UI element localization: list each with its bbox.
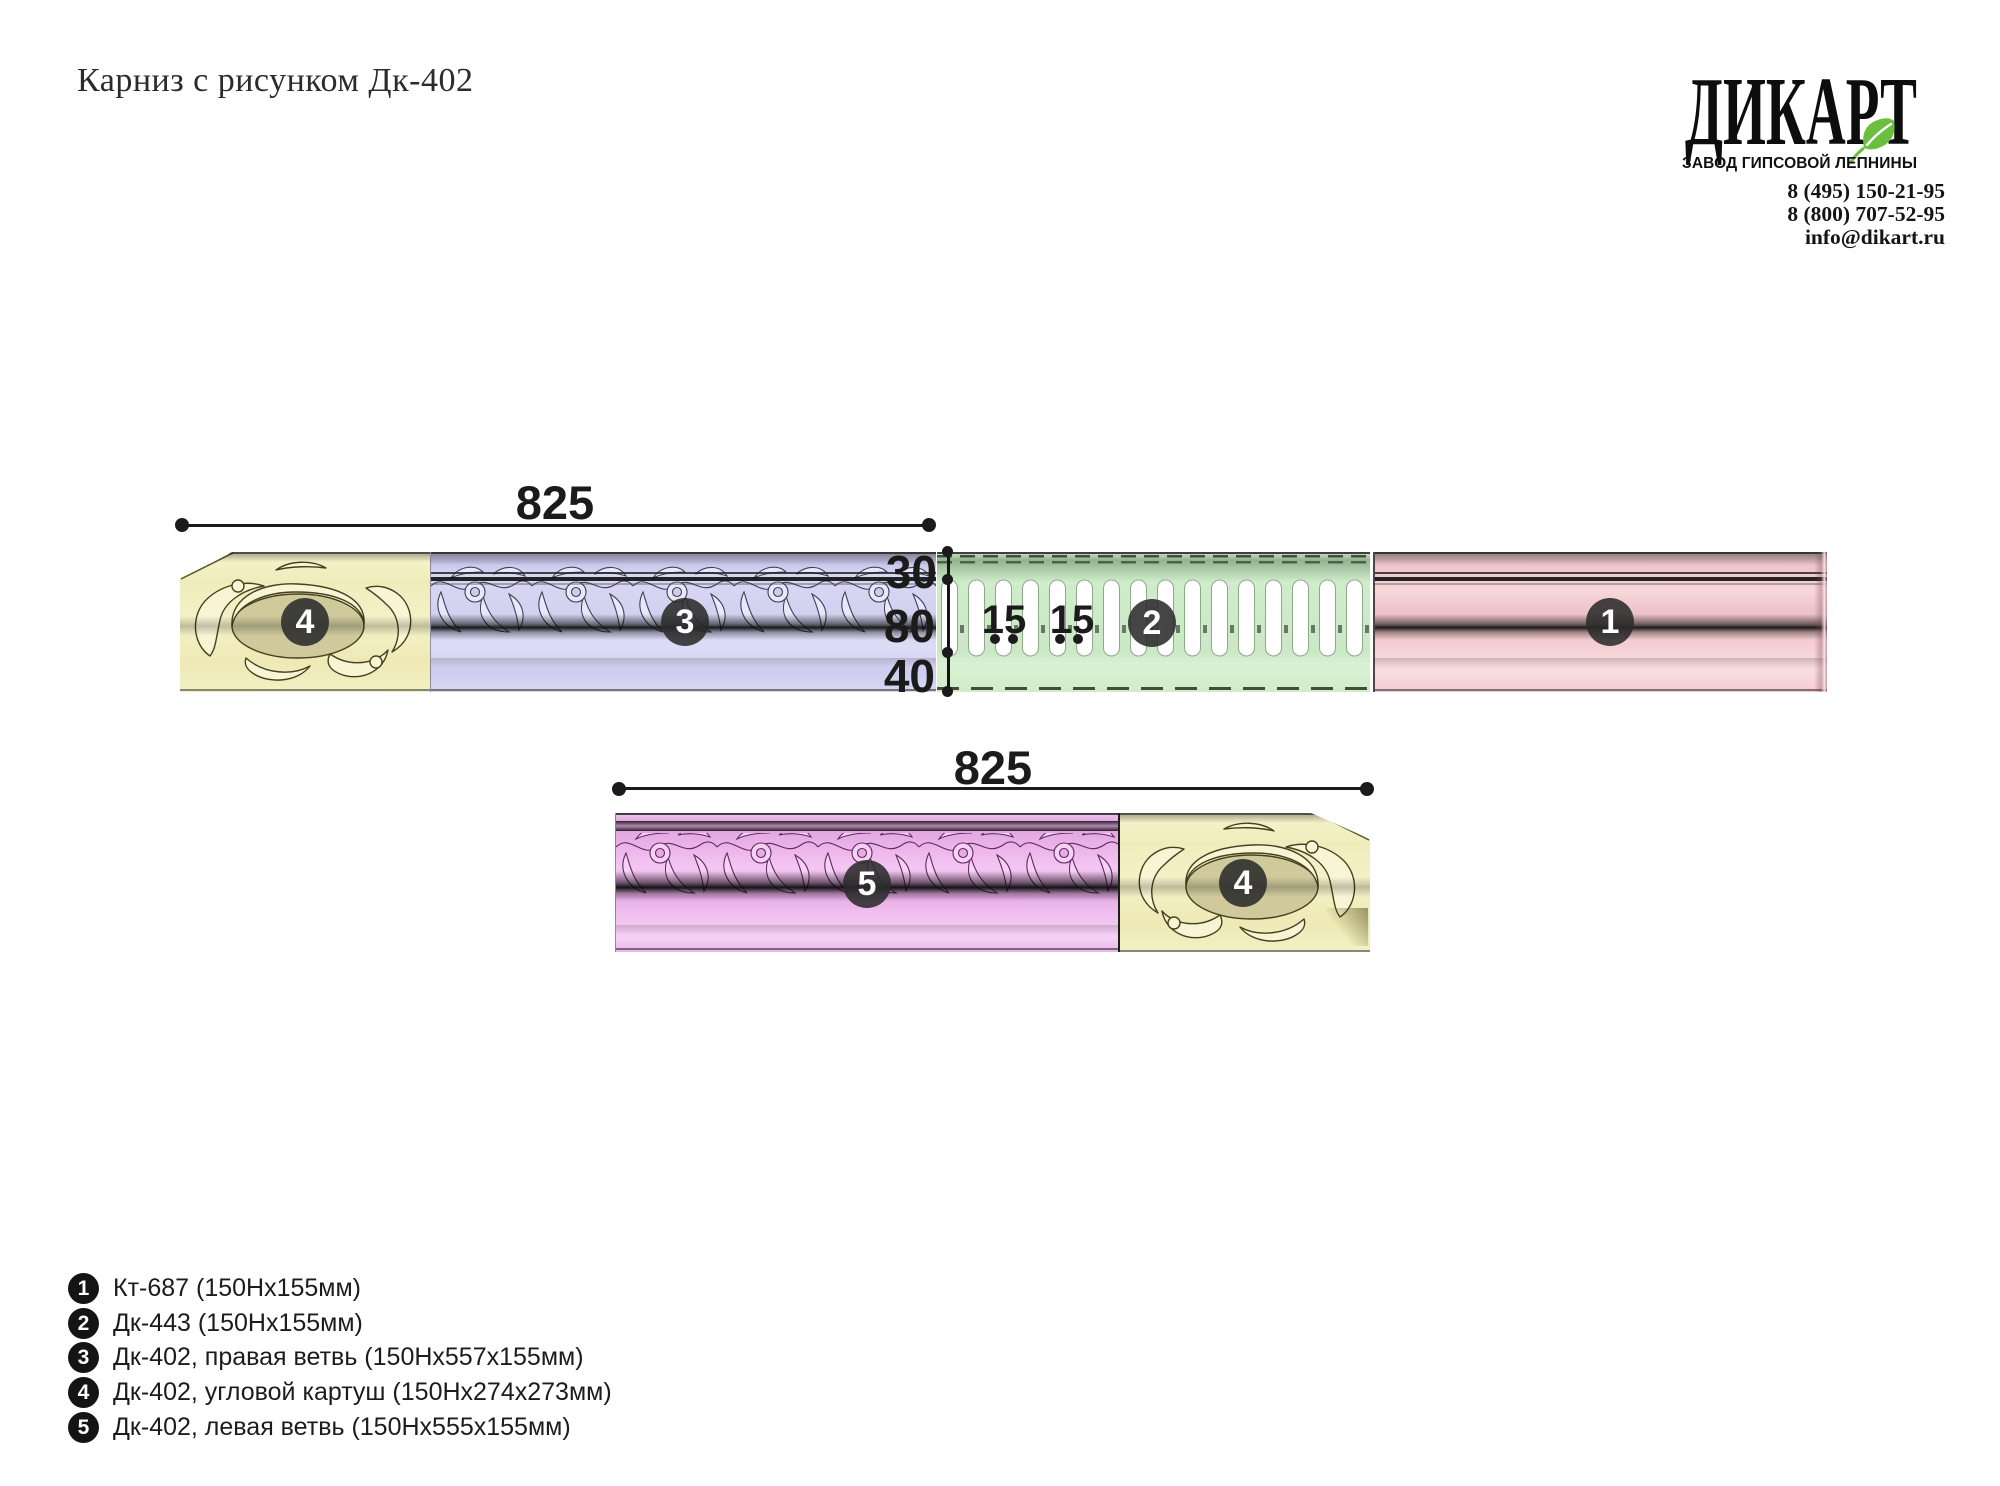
- leaf-icon: [1849, 118, 1895, 163]
- dim-30-label: 30: [885, 546, 937, 598]
- brand-contacts: 8 (495) 150-21-95 8 (800) 707-52-95 info…: [1787, 180, 1945, 249]
- dim-15-label-b: 15: [1049, 598, 1095, 642]
- legend-item: 5 Дк-402, левая ветвь (150Нх555х155мм): [68, 1412, 571, 1443]
- dim-40-label: 40: [883, 650, 935, 702]
- corner-shadow: [1326, 908, 1368, 946]
- pitch-dim-dot: [990, 634, 1000, 644]
- brand-phone-1: 8 (495) 150-21-95: [1787, 179, 1945, 203]
- top-length-dim-line: [182, 524, 929, 527]
- badge-1-top: 1: [1586, 598, 1634, 646]
- bottom-length-dim-line: [619, 787, 1367, 790]
- height-dim-line: [947, 552, 950, 692]
- legend-item: 1 Кт-687 (150Нх155мм): [68, 1273, 361, 1304]
- dim-endpoint-dot: [175, 518, 189, 532]
- badge-5-bottom: 5: [843, 860, 891, 908]
- height-dim-dot: [942, 647, 953, 658]
- legend-item: 3 Дк-402, правая ветвь (150Нх557х155мм): [68, 1342, 584, 1373]
- legend-badge-3: 3: [68, 1342, 99, 1373]
- legend-label: Дк-402, угловой картуш (150Нх274х273мм): [113, 1378, 612, 1406]
- badge-2-top: 2: [1128, 599, 1176, 647]
- legend-badge-2: 2: [68, 1308, 99, 1339]
- legend-badge-5: 5: [68, 1412, 99, 1443]
- height-dim-dot: [942, 546, 953, 557]
- legend-label: Кт-687 (150Нх155мм): [113, 1274, 361, 1302]
- bottom-length-dim-label: 825: [953, 741, 1033, 794]
- pitch-dim-dot: [1073, 634, 1083, 644]
- badge-3-top: 3: [661, 598, 709, 646]
- badge-4-top: 4: [281, 598, 329, 646]
- brand-phone-2: 8 (800) 707-52-95: [1787, 202, 1945, 226]
- badge-4-bottom: 4: [1219, 859, 1267, 907]
- page-title: Карниз с рисунком Дк-402: [77, 62, 474, 99]
- dim-endpoint-dot: [922, 518, 936, 532]
- legend-badge-1: 1: [68, 1273, 99, 1304]
- pitch-dim-dot: [1008, 634, 1018, 644]
- top-length-dim-label: 825: [515, 476, 595, 529]
- pitch-dim-dot: [1055, 634, 1065, 644]
- dim-endpoint-dot: [1360, 782, 1374, 796]
- legend-item: 2 Дк-443 (150Нх155мм): [68, 1308, 363, 1339]
- brand-email: info@dikart.ru: [1804, 225, 1945, 249]
- dim-15-label-a: 15: [981, 598, 1027, 642]
- brand-logo: ДИКАРТ ЗАВОД ГИПСОВОЙ ЛЕПНИНЫ: [1682, 58, 1917, 172]
- legend-label: Дк-402, правая ветвь (150Нх557х155мм): [113, 1343, 584, 1371]
- brand-tagline: ЗАВОД ГИПСОВОЙ ЛЕПНИНЫ: [1682, 154, 1917, 172]
- legend-badge-4: 4: [68, 1377, 99, 1408]
- legend-item: 4 Дк-402, угловой картуш (150Нх274х273мм…: [68, 1377, 612, 1408]
- height-dim-dot: [942, 574, 953, 585]
- height-dim-dot: [942, 686, 953, 697]
- dim-80-label: 80: [883, 600, 935, 652]
- legend-label: Дк-402, левая ветвь (150Нх555х155мм): [113, 1413, 571, 1441]
- dim-endpoint-dot: [612, 782, 626, 796]
- legend-label: Дк-443 (150Нх155мм): [113, 1309, 363, 1337]
- brand-logo-text: ДИКАРТ: [1685, 58, 1917, 165]
